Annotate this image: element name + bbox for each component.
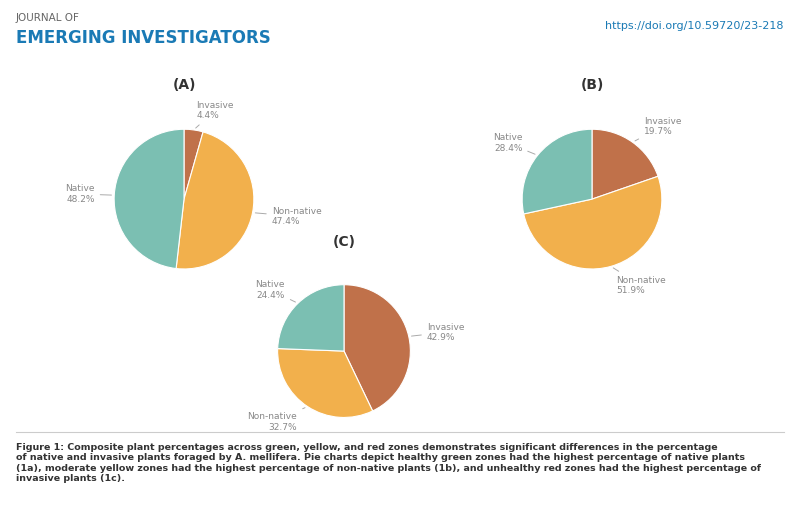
Text: Non-native
51.9%: Non-native 51.9% — [614, 268, 666, 295]
Title: (C): (C) — [333, 235, 355, 249]
Text: Figure 1: Composite plant percentages across green, yellow, and red zones demons: Figure 1: Composite plant percentages ac… — [16, 443, 761, 483]
Text: Invasive
19.7%: Invasive 19.7% — [635, 116, 682, 141]
Text: Non-native
47.4%: Non-native 47.4% — [255, 207, 322, 226]
Wedge shape — [522, 129, 592, 214]
Text: Native
48.2%: Native 48.2% — [66, 184, 111, 204]
Text: Non-native
32.7%: Non-native 32.7% — [248, 408, 305, 432]
Text: EMERGING INVESTIGATORS: EMERGING INVESTIGATORS — [16, 29, 270, 47]
Wedge shape — [278, 348, 373, 418]
Wedge shape — [278, 285, 344, 351]
Wedge shape — [176, 132, 254, 269]
Wedge shape — [114, 129, 184, 268]
Wedge shape — [524, 176, 662, 269]
Text: Invasive
4.4%: Invasive 4.4% — [196, 101, 234, 128]
Wedge shape — [344, 285, 410, 411]
Wedge shape — [184, 129, 203, 199]
Text: Native
24.4%: Native 24.4% — [255, 280, 295, 302]
Text: JOURNAL OF: JOURNAL OF — [16, 13, 80, 23]
Wedge shape — [592, 129, 658, 199]
Text: Native
28.4%: Native 28.4% — [493, 133, 535, 154]
Text: https://doi.org/10.59720/23-218: https://doi.org/10.59720/23-218 — [606, 21, 784, 31]
Title: (A): (A) — [172, 78, 196, 92]
Text: Invasive
42.9%: Invasive 42.9% — [411, 323, 464, 342]
Title: (B): (B) — [580, 78, 604, 92]
